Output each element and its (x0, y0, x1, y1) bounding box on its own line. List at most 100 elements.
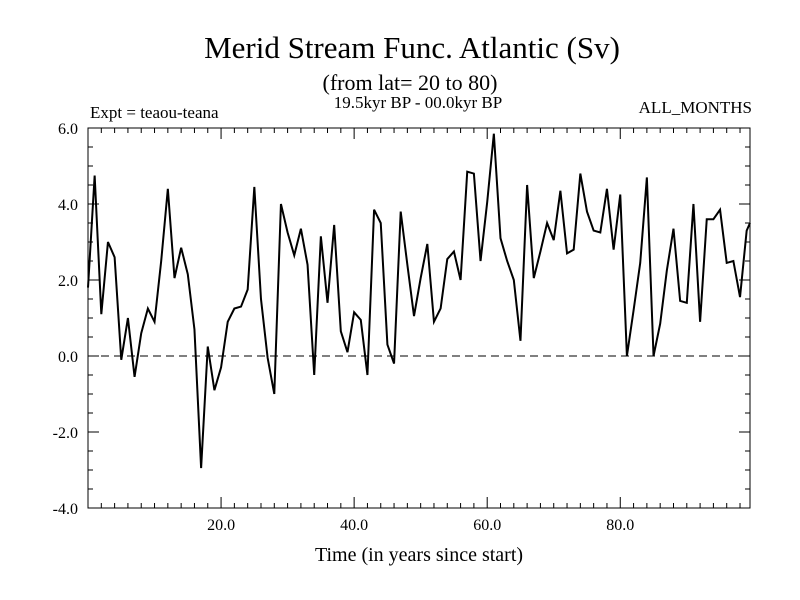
data-point (300, 228, 302, 230)
data-point (154, 321, 156, 323)
data-point (433, 321, 435, 323)
data-point (280, 203, 282, 205)
data-point (733, 260, 735, 262)
data-point (726, 262, 728, 264)
data-point (101, 313, 103, 315)
data-point (480, 260, 482, 262)
data-point (593, 230, 595, 232)
data-point (526, 184, 528, 186)
data-point (120, 359, 122, 361)
experiment-label: Expt = teaou-teana (90, 103, 219, 122)
data-point (719, 209, 721, 211)
data-point (586, 211, 588, 213)
data-point (373, 209, 375, 211)
chart-subtitle: (from lat= 20 to 80) (323, 70, 498, 95)
data-point (227, 321, 229, 323)
y-tick-label: 6.0 (58, 121, 78, 138)
x-tick-label: 60.0 (473, 517, 501, 534)
data-point (613, 249, 615, 251)
data-point (234, 308, 236, 310)
data-point (127, 317, 129, 319)
data-point (254, 186, 256, 188)
plot-frame (87, 127, 751, 509)
data-point (273, 393, 275, 395)
data-point (573, 249, 575, 251)
y-tick-label: 2.0 (58, 273, 78, 290)
data-point (713, 218, 715, 220)
data-point (746, 230, 748, 232)
data-point (214, 389, 216, 391)
data-point (160, 260, 162, 262)
x-tick-label: 80.0 (606, 517, 634, 534)
data-point (200, 467, 202, 469)
x-tick-label: 40.0 (340, 517, 368, 534)
data-point (367, 374, 369, 376)
data-point (174, 277, 176, 279)
axis-ticks (88, 127, 750, 509)
data-point (486, 201, 488, 203)
data-point (646, 177, 648, 179)
data-point (546, 222, 548, 224)
data-point (686, 302, 688, 304)
data-point (360, 319, 362, 321)
chart-title: Merid Stream Func. Atlantic (Sv) (204, 30, 620, 65)
data-point (353, 312, 355, 314)
data-point (606, 188, 608, 190)
data-point (706, 218, 708, 220)
data-point (666, 270, 668, 272)
data-point (147, 308, 149, 310)
data-point (619, 194, 621, 196)
data-point (493, 133, 495, 135)
data-point (240, 306, 242, 308)
data-point (333, 224, 335, 226)
series-group (87, 133, 751, 469)
data-point (307, 264, 309, 266)
data-point (427, 243, 429, 245)
axis-tick-labels: -4.0 -2.0 0.0 2.0 4.0 6.0 20.0 40.0 60.0 80.0 (53, 121, 635, 534)
data-point (194, 329, 196, 331)
data-point (560, 190, 562, 192)
y-tick-label: 4.0 (58, 197, 78, 214)
data-point (446, 258, 448, 260)
data-point (500, 237, 502, 239)
data-point (566, 253, 568, 255)
data-point (633, 310, 635, 312)
data-point (440, 308, 442, 310)
data-point (506, 260, 508, 262)
data-point (207, 346, 209, 348)
data-point (187, 274, 189, 276)
data-point (247, 289, 249, 291)
data-point (293, 255, 295, 257)
data-point (313, 374, 315, 376)
data-point (453, 251, 455, 253)
data-point (87, 287, 89, 289)
data-point (513, 279, 515, 281)
data-point (693, 203, 695, 205)
data-point (673, 228, 675, 230)
time-range-label: 19.5kyr BP - 00.0kyr BP (334, 93, 502, 112)
data-point (679, 300, 681, 302)
data-point (639, 262, 641, 264)
data-point (287, 232, 289, 234)
data-point (407, 264, 409, 266)
data-point (167, 188, 169, 190)
data-point (400, 211, 402, 213)
data-point (653, 355, 655, 357)
data-point (393, 363, 395, 365)
data-point (347, 351, 349, 353)
data-point (580, 173, 582, 175)
data-point (739, 296, 741, 298)
data-point (520, 340, 522, 342)
data-point (420, 277, 422, 279)
y-tick-label: -2.0 (53, 425, 78, 442)
series-line (87, 133, 751, 469)
data-point (600, 232, 602, 234)
data-point (473, 173, 475, 175)
data-point (749, 222, 751, 224)
y-tick-label: -4.0 (53, 501, 78, 518)
data-point (320, 236, 322, 238)
data-point (180, 247, 182, 249)
data-point (134, 376, 136, 378)
data-point (94, 175, 96, 177)
